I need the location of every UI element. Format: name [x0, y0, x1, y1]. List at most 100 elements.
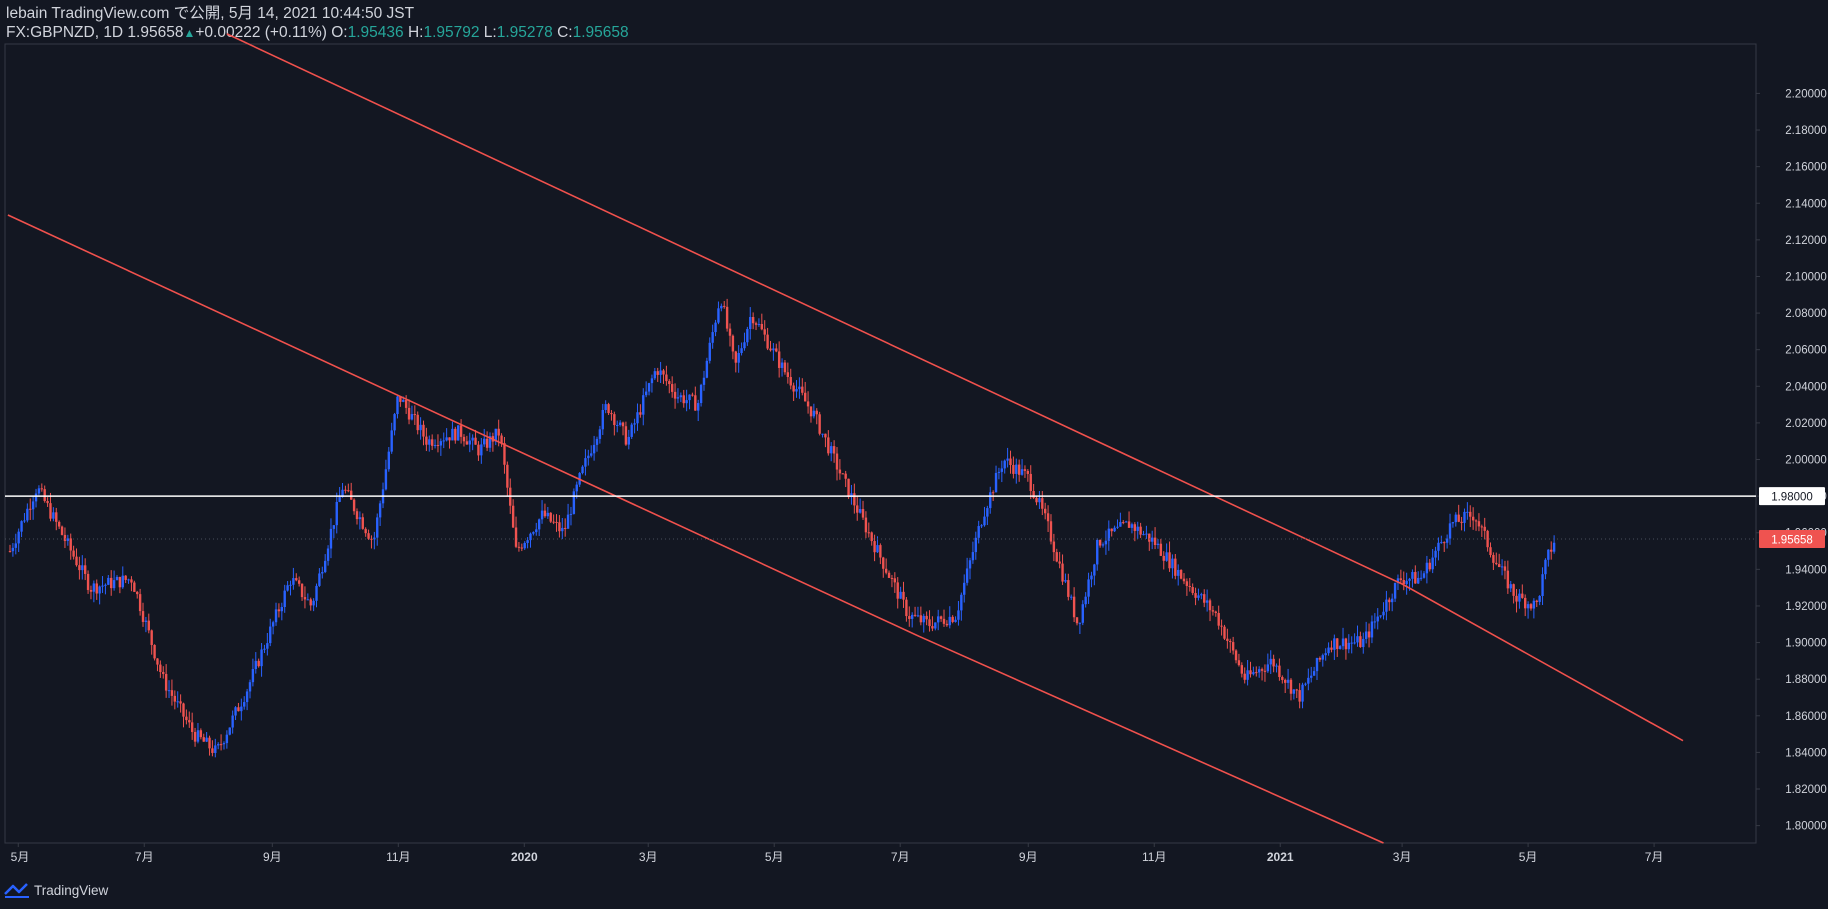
candle-body: [277, 609, 281, 612]
candle-body: [208, 737, 211, 749]
candle-body: [81, 565, 84, 571]
candle-body: [763, 329, 766, 335]
candle-body: [350, 490, 353, 500]
symbol-info: FX:GBPNZD, 1D 1.95658: [6, 24, 184, 41]
y-tick-label: 2.12000: [1785, 235, 1827, 247]
x-tick-label: 7月: [1645, 850, 1664, 864]
y-tick-label: 1.82000: [1785, 784, 1827, 796]
candle-body: [202, 737, 205, 742]
candle-body: [121, 575, 124, 588]
candle-body: [974, 537, 977, 553]
candle-body: [636, 412, 639, 424]
candle-body: [1509, 584, 1512, 589]
candle-body: [592, 444, 596, 454]
candle-body: [746, 329, 749, 343]
candle-body: [1081, 604, 1084, 623]
candle-body: [699, 384, 703, 404]
candle-body: [1382, 611, 1385, 616]
candle-body: [367, 533, 370, 539]
candle-body: [1333, 638, 1336, 650]
candle-body: [867, 532, 871, 534]
candle-body: [234, 707, 237, 716]
y-tick-label: 2.04000: [1785, 381, 1827, 393]
candle-body: [856, 505, 859, 513]
chart-header: lebain TradingView.com で公開, 5月 14, 2021 …: [6, 4, 629, 43]
last-price-box: [1759, 529, 1825, 548]
candle-body: [1390, 598, 1394, 603]
candle-body: [659, 370, 662, 375]
trendlines[interactable]: [7, 33, 1684, 844]
candle-body: [295, 578, 298, 581]
candle-body: [1194, 593, 1197, 598]
candle-body: [297, 580, 301, 584]
price-axis[interactable]: 2.20000 2.18000 2.16000 2.14000 2.12000 2.100…: [5, 88, 1827, 833]
low-value: 1.95278: [496, 24, 553, 41]
candle-body: [1515, 595, 1518, 602]
candle-body: [14, 543, 17, 548]
candle-body: [731, 335, 735, 352]
candle-body: [465, 441, 469, 445]
candle-body: [1292, 689, 1296, 694]
candle-body: [66, 538, 70, 541]
candle-body: [809, 406, 813, 417]
candle-body: [1035, 497, 1038, 503]
candle-body: [243, 702, 246, 707]
candle-body: [318, 573, 321, 586]
tradingview-logo-icon: [4, 883, 29, 898]
candle-body: [740, 348, 743, 354]
trendline-lower[interactable]: [7, 214, 1384, 844]
candle-body: [1043, 508, 1047, 514]
candle-body: [1463, 511, 1466, 523]
candle-body: [439, 441, 443, 446]
candle-body: [604, 404, 607, 410]
candle-body: [188, 720, 191, 723]
candle-body: [613, 414, 616, 426]
candle-body: [939, 616, 943, 619]
close-value: 1.95658: [572, 24, 629, 41]
candle-body: [138, 594, 142, 612]
candle-body: [951, 616, 954, 622]
candle-body: [83, 565, 87, 574]
candle-body: [1518, 593, 1521, 602]
candle-body: [1229, 640, 1232, 643]
candle-body: [647, 383, 651, 392]
candle-body: [144, 620, 148, 622]
candle-body: [537, 519, 541, 530]
y-tick-label: 2.00000: [1785, 455, 1827, 467]
candle-body: [312, 600, 315, 606]
candle-body: [1139, 526, 1142, 535]
candle-body: [57, 521, 61, 527]
candle-body: [584, 458, 587, 467]
candle-body: [968, 560, 972, 569]
candle-body: [792, 385, 795, 392]
candle-body: [309, 599, 312, 606]
candle-body: [1260, 669, 1264, 671]
y-tick-label: 1.86000: [1785, 711, 1827, 723]
trendline-upper[interactable]: [226, 33, 1684, 742]
high-value: 1.95792: [423, 24, 480, 41]
candle-body: [824, 433, 827, 438]
candle-body: [566, 514, 570, 529]
triangle-up-icon: ▲: [183, 26, 196, 40]
candle-body: [49, 503, 52, 519]
candle-body: [101, 585, 104, 587]
candle-body: [1174, 558, 1177, 576]
candle-body: [1237, 660, 1241, 666]
candle-body: [1046, 513, 1050, 522]
candle-body: [1087, 579, 1090, 597]
candle-body: [280, 607, 284, 612]
candle-body: [124, 575, 127, 580]
candle-body: [1122, 522, 1125, 524]
candle-body: [1445, 538, 1449, 543]
candle-body: [1362, 638, 1365, 648]
candle-body: [725, 306, 729, 329]
candle-body: [1162, 555, 1165, 561]
candle-body: [595, 438, 599, 445]
candle-body: [954, 619, 957, 622]
candle-body: [1408, 578, 1411, 581]
candle-body: [884, 568, 888, 573]
time-axis[interactable]: 5月 7月 9月 11月 2020 3月 5月 7月 9月 11月 2021 3月 5月 7月: [11, 843, 1664, 864]
candle-body: [474, 437, 477, 445]
candle-body: [1188, 585, 1191, 588]
